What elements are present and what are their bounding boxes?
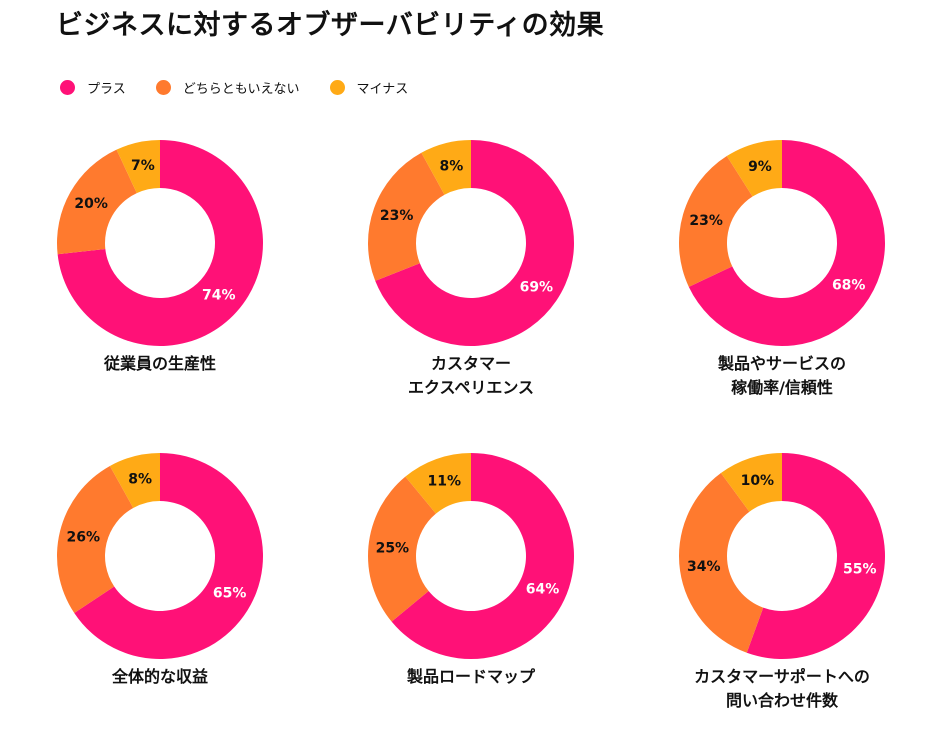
legend-item-minus: マイナス [329,78,409,97]
legend-swatch-neutral [155,80,171,95]
page-title: ビジネスに対するオブザーバビリティの効果 [56,10,605,41]
donut-svg-2: 69% 23% 8% [368,140,574,346]
donut-chart-1: 74% 20% 7% 従業員の生産性 [20,140,300,430]
legend-swatch-minus [329,80,345,95]
data-label-neutral-4: 26% [66,529,100,545]
donut-svg-6: 55% 34% 10% [679,453,885,659]
slice-plus-4 [74,453,263,659]
data-label-minus-6: 10% [741,473,775,489]
data-label-minus-4: 8% [128,472,152,488]
legend-swatch-plus [60,80,75,95]
slice-plus-2 [375,140,574,346]
slice-plus-6 [746,453,885,659]
chart-title-5: 製品ロードマップ [406,667,535,686]
data-label-minus-1: 7% [131,158,155,174]
donut-chart-3: 68% 23% 9% 製品やサービスの 稼働率/信頼性 [642,140,922,430]
data-label-plus-2: 69% [520,279,554,295]
legend-label-neutral: どちらともいえない [182,82,300,97]
data-label-plus-6: 55% [843,562,877,578]
donut-chart-4: 65% 26% 8% 全体的な収益 [20,453,300,743]
legend-label-minus: マイナス [356,82,409,97]
slice-neutral-1 [56,149,137,255]
data-label-plus-4: 65% [213,585,247,601]
slice-minus-4 [109,453,160,508]
legend-label-plus: プラス [87,82,126,97]
donut-chart-6: 55% 34% 10% カスタマーサポートへの 問い合わせ件数 [642,453,922,743]
donut-svg-5: 64% 25% 11% [368,453,574,659]
slice-minus-1 [116,140,160,194]
slice-plus-3 [688,140,885,346]
donut-svg-3: 68% 23% 9% [679,140,885,346]
slice-minus-6 [720,453,782,512]
slice-neutral-4 [56,465,134,614]
donut-chart-5: 64% 25% 11% 製品ロードマップ [331,453,611,743]
slice-plus-5 [391,453,574,659]
donut-svg-4: 65% 26% 8% [56,453,263,659]
chart-title-1: 従業員の生産性 [103,354,216,373]
data-label-neutral-6: 34% [687,559,721,575]
slice-minus-2 [421,140,471,195]
legend-item-neutral: どちらともいえない [155,78,300,97]
data-label-plus-3: 68% [832,277,866,293]
slice-neutral-2 [368,152,445,281]
legend: プラス どちらともいえない マイナス [60,78,438,97]
data-label-minus-3: 9% [748,159,772,175]
data-label-neutral-5: 25% [376,541,410,557]
donut-svg-1: 74% 20% 7% [56,140,264,346]
data-label-neutral-1: 20% [74,196,108,212]
data-label-plus-1: 74% [202,288,236,304]
legend-item-plus: プラス [60,78,126,97]
data-label-minus-2: 8% [439,158,463,174]
slice-neutral-5 [368,476,436,622]
chart-title-6: カスタマーサポートへの 問い合わせ件数 [694,667,870,710]
data-label-neutral-3: 23% [689,213,723,229]
slice-minus-3 [726,140,782,197]
slice-neutral-6 [679,473,764,653]
chart-title-2: カスタマー エクスペリエンス [407,354,535,397]
slice-plus-1 [57,140,264,346]
data-label-neutral-2: 23% [380,208,414,224]
data-label-minus-5: 11% [427,474,461,490]
slice-neutral-3 [679,156,753,287]
donut-chart-2: 69% 23% 8% カスタマー エクスペリエンス [331,140,611,430]
slice-minus-5 [405,453,471,514]
chart-title-4: 全体的な収益 [111,667,208,686]
chart-title-3: 製品やサービスの 稼働率/信頼性 [717,354,846,397]
data-label-plus-5: 64% [526,582,560,598]
